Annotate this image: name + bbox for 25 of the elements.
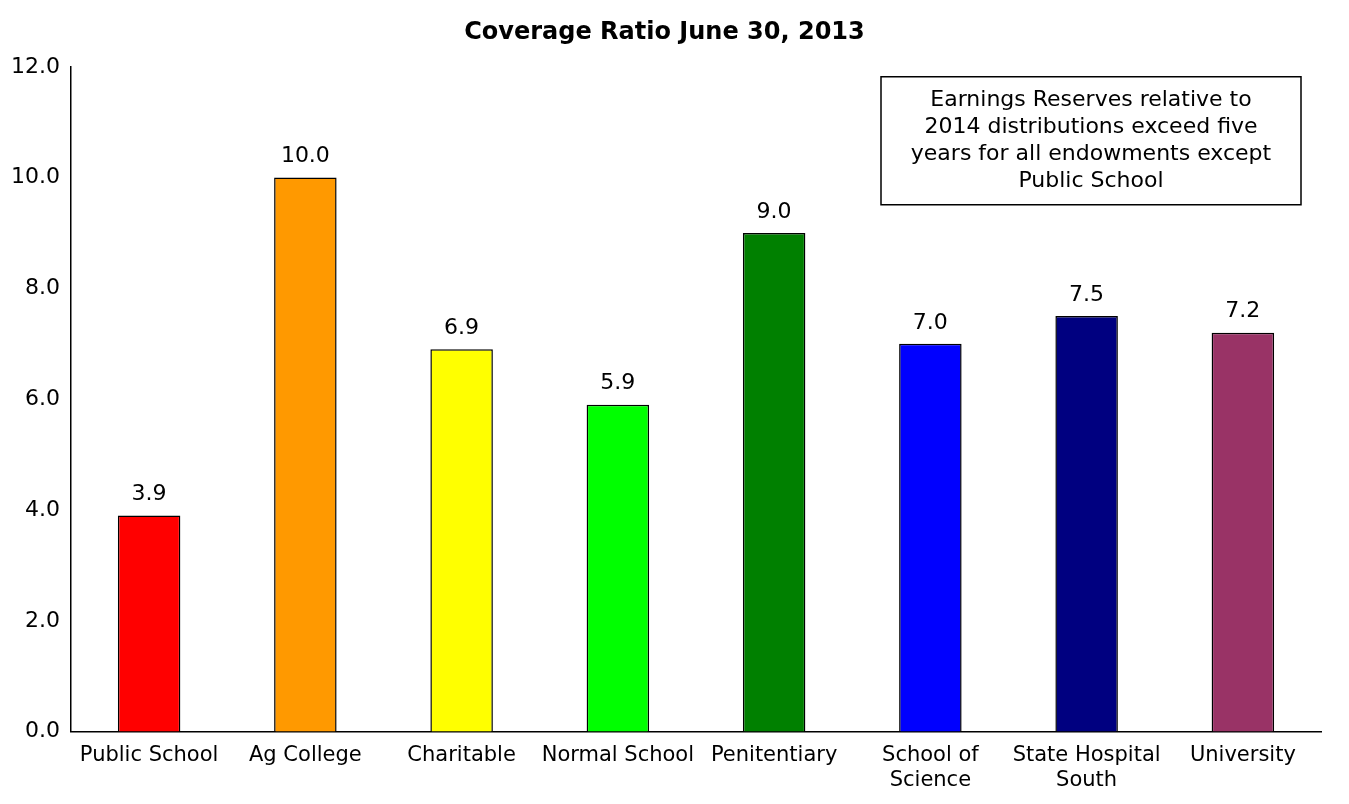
data-label: 6.9 [444,314,480,340]
data-label: 3.9 [131,480,167,506]
data-label: 10.0 [280,142,330,168]
x-tick-label: State Hospital South [1012,741,1161,791]
data-label: 7.0 [912,308,948,334]
x-tick-label: School of Science [882,741,980,791]
chart-title: Coverage Ratio June 30, 2013 [464,16,865,45]
x-tick-label: Penitentiary [710,741,838,766]
x-tick-label: University [1189,741,1296,766]
x-tick-label: Normal School [541,741,695,766]
y-tick-label: 6.0 [24,384,60,410]
y-tick-label: 2.0 [24,606,60,632]
y-tick-label: 8.0 [24,274,60,300]
y-tick-label: 10.0 [11,163,60,189]
x-tick-label: Ag College [249,741,362,766]
data-label: 5.9 [600,369,636,395]
y-tick-label: 4.0 [24,495,60,521]
data-label: 7.5 [1069,280,1105,306]
data-label: 7.2 [1225,297,1261,323]
annotation: Earnings Reserves relative to 2014 distributions exceed five years for all endowments except Public School [910,85,1272,192]
x-tick-label: Public School [79,741,219,766]
y-tick-label: 12.0 [11,52,60,78]
y-tick-label: 0.0 [24,717,60,743]
data-label: 9.0 [756,197,792,223]
x-tick-label: Charitable [407,741,516,766]
